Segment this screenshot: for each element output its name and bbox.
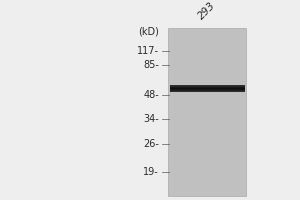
Text: 19-: 19- bbox=[143, 167, 159, 177]
Text: 26-: 26- bbox=[143, 139, 159, 149]
Text: 34-: 34- bbox=[143, 114, 159, 124]
Text: 48-: 48- bbox=[143, 90, 159, 100]
Bar bbox=[169, 85, 244, 86]
Bar bbox=[169, 87, 244, 88]
Bar bbox=[169, 86, 244, 87]
Bar bbox=[168, 28, 246, 196]
Bar bbox=[169, 89, 244, 90]
Text: (kD): (kD) bbox=[138, 26, 159, 36]
Bar bbox=[169, 91, 244, 92]
Text: 85-: 85- bbox=[143, 60, 159, 70]
Text: 117-: 117- bbox=[137, 46, 159, 56]
Text: 293: 293 bbox=[196, 0, 218, 22]
Bar bbox=[169, 90, 244, 91]
Bar bbox=[169, 88, 244, 89]
